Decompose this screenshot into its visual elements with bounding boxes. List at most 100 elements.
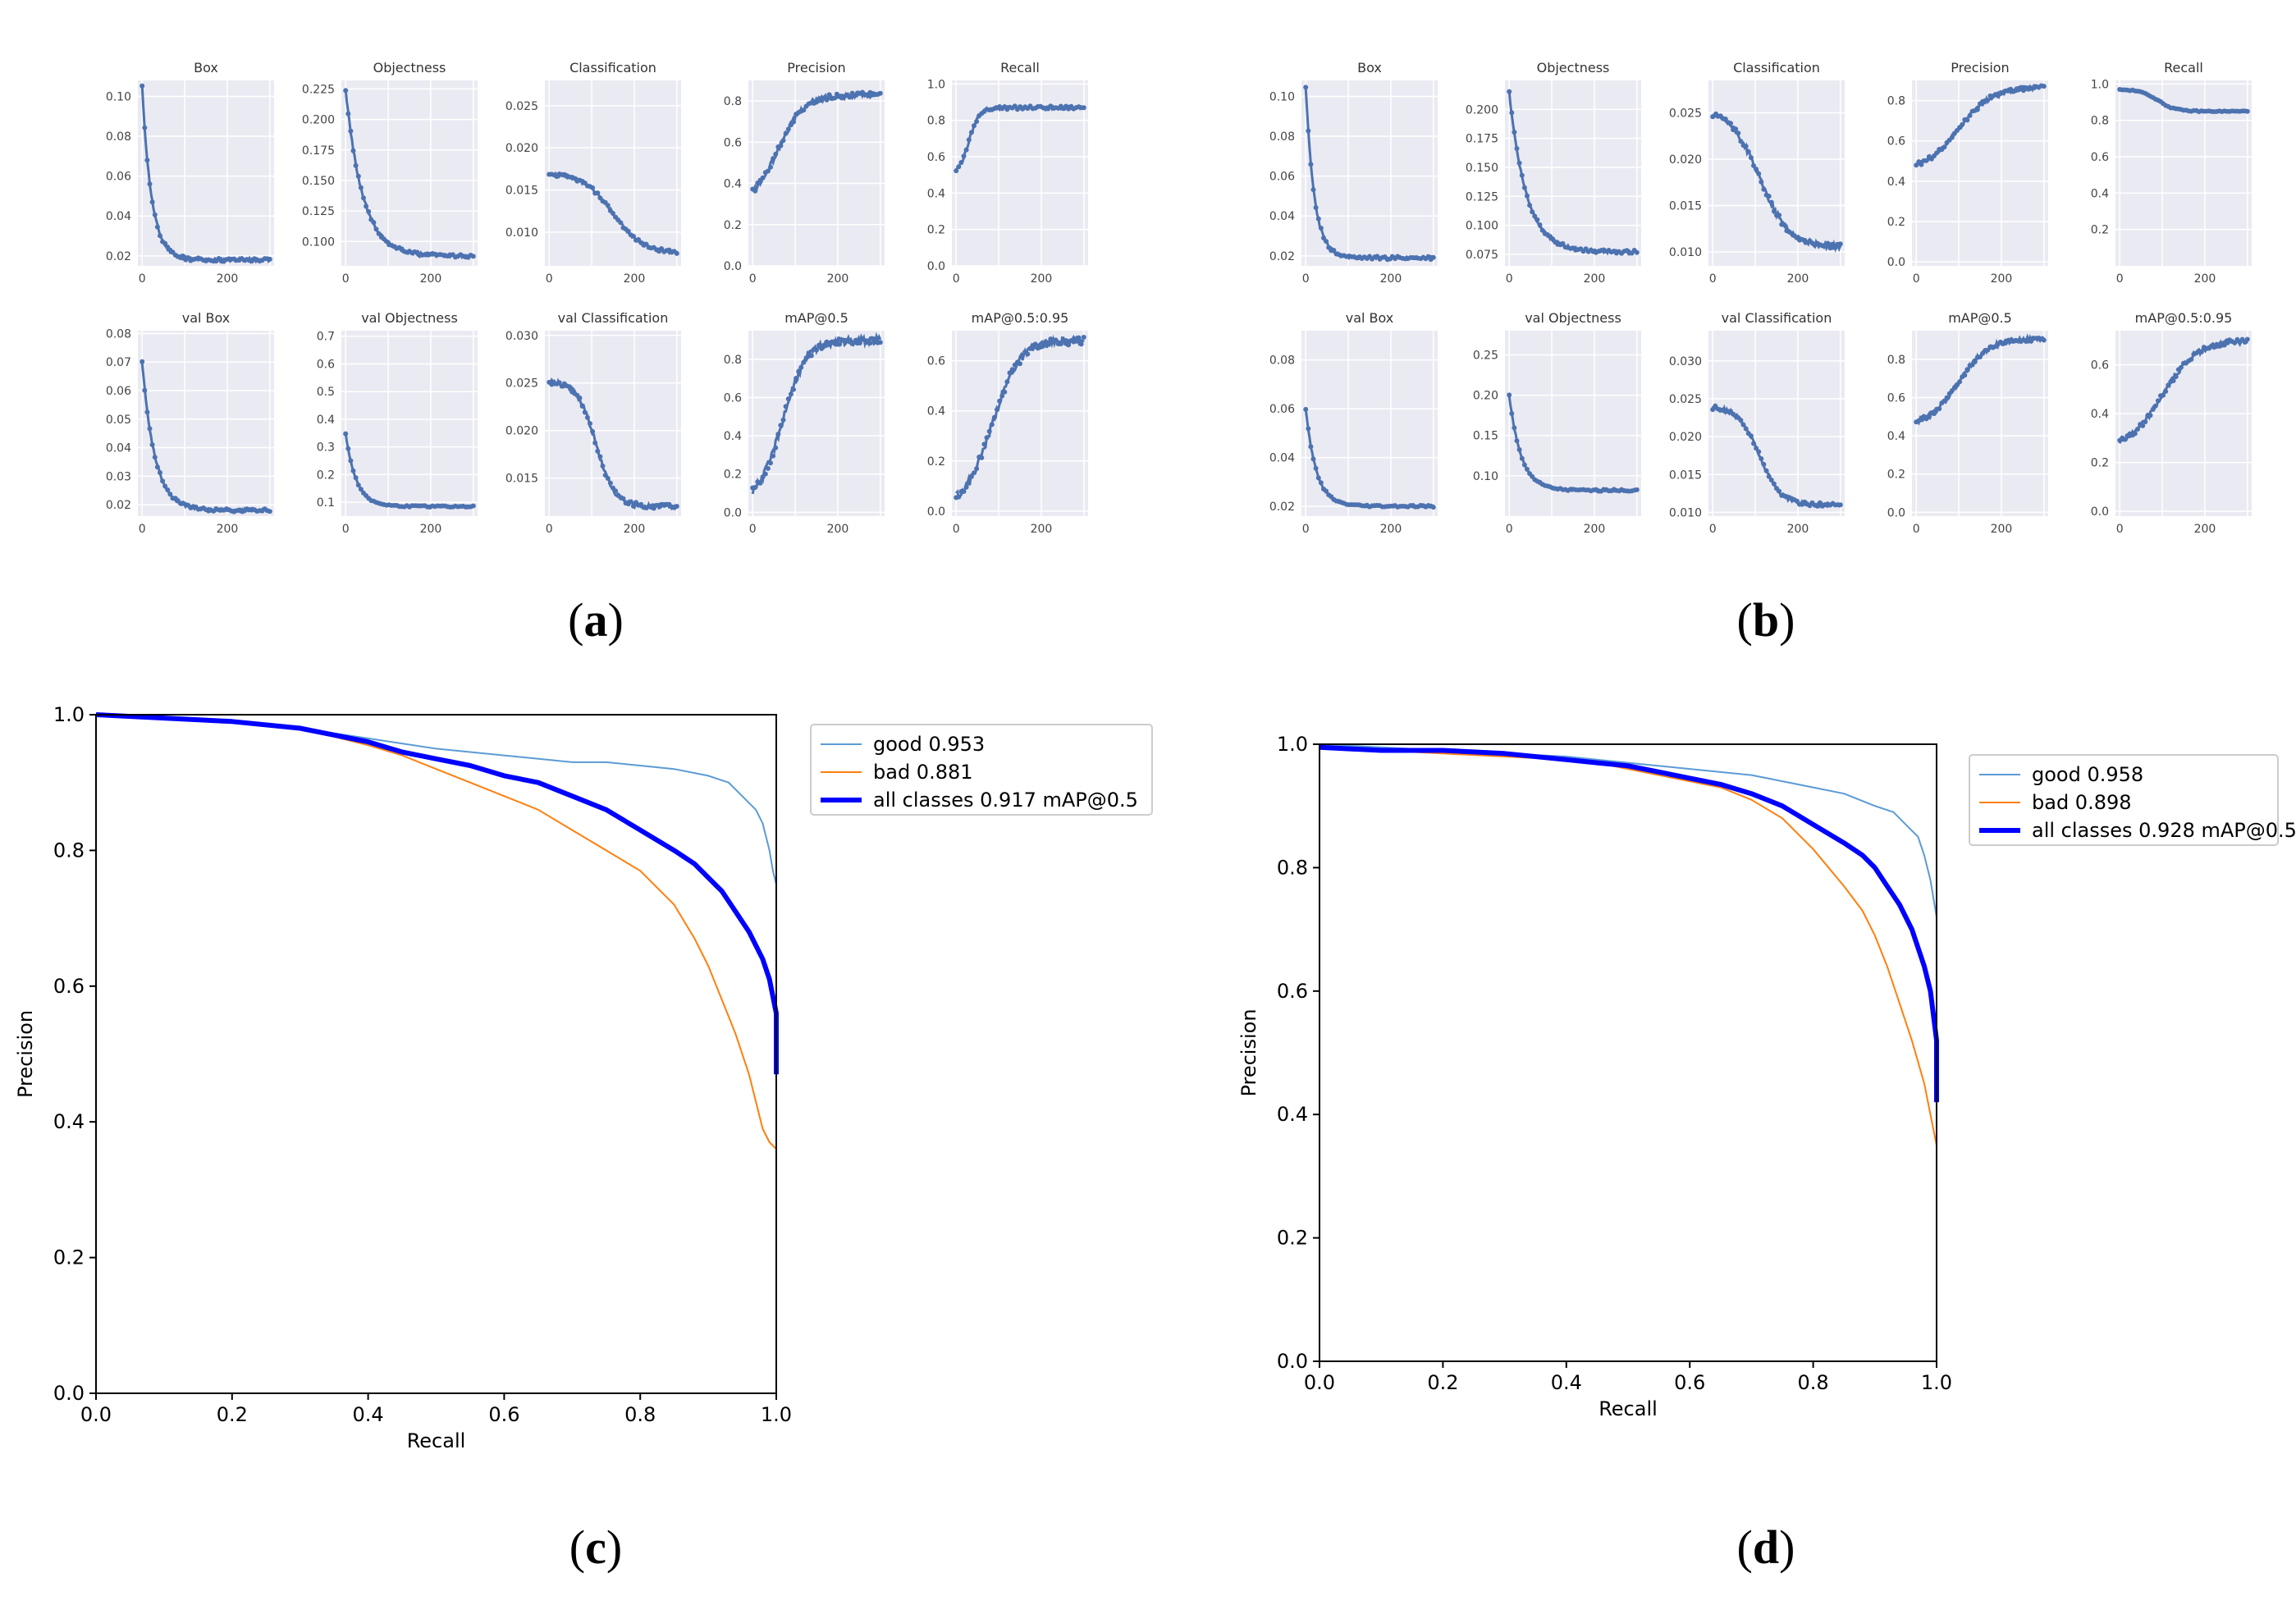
y-tick-label: 0.150 [302, 175, 335, 188]
x-tick-label: 200 [624, 523, 646, 536]
train-point [1308, 444, 1314, 450]
train-point [961, 153, 967, 159]
subplot-title: Precision [787, 60, 845, 75]
x-tick-label: 200 [420, 523, 442, 536]
y-tick-label: 1.0 [2091, 78, 2109, 91]
y-tick-label: 0.4 [724, 430, 742, 443]
train-point [1009, 367, 1015, 373]
y-tick-label: 0.07 [106, 356, 131, 369]
train-point [1985, 98, 1991, 103]
pr-series-2 [1319, 744, 1939, 1103]
train-point [1748, 433, 1754, 439]
train-point [999, 393, 1005, 399]
y-tick-label: 0.8 [724, 354, 742, 367]
train-point [794, 376, 799, 381]
panel-label-b: (b) [1736, 593, 1795, 647]
train-point [1733, 126, 1739, 132]
y-tick-label: 0.06 [106, 385, 131, 398]
subplot-title: Recall [1000, 60, 1040, 75]
train-point [2221, 342, 2227, 348]
subplot-b-7: 0 200 0.010 0.015 0.020 0.025 0.030 val Classif… [1669, 310, 1845, 536]
subplot-bg [1505, 80, 1641, 266]
train-point [819, 345, 825, 351]
train-point [160, 478, 166, 484]
train-point [2152, 403, 2158, 409]
legend-label: bad 0.881 [873, 761, 973, 784]
y-tick-label: 0.4 [53, 1110, 85, 1133]
train-point [816, 342, 822, 348]
subplot-bg [952, 80, 1088, 266]
subplot-title: Classification [569, 60, 656, 75]
y-tick-label: 0.02 [106, 250, 131, 263]
subplot-bg [748, 331, 885, 516]
train-point [1763, 468, 1769, 473]
train-point [1310, 187, 1316, 193]
train-point [2155, 398, 2161, 404]
y-tick-label: 0.2 [317, 469, 335, 482]
train-point [1303, 85, 1309, 90]
pr-legend: good 0.953 bad 0.881 all classes 0.917 mAP… [810, 724, 1153, 816]
train-point [348, 458, 354, 464]
train-point [780, 417, 786, 423]
train-point [592, 440, 598, 446]
train-point [1002, 389, 1008, 395]
legend-label: bad 0.898 [2032, 791, 2132, 814]
y-tick-label: 0.8 [724, 95, 742, 108]
panel-label-c: (c) [569, 1520, 623, 1574]
train-point [956, 164, 962, 170]
train-point [1306, 426, 1311, 432]
train-point [814, 347, 819, 353]
subplot-title: Box [194, 60, 218, 75]
y-tick-label: 0.0 [724, 260, 742, 273]
train-point [1634, 487, 1640, 492]
train-point [1507, 392, 1512, 398]
train-point [1942, 144, 1947, 150]
train-point [162, 483, 168, 489]
train-point [877, 90, 883, 96]
subplot-a-8: 0 200 0.0 0.2 0.4 0.6 0.8 mAP@0.5 [724, 310, 885, 536]
subplot-title: mAP@0.5 [784, 310, 848, 326]
train-point [1066, 342, 1072, 348]
train-point [2170, 378, 2176, 383]
train-point [1308, 162, 1314, 167]
train-point [783, 404, 789, 409]
train-point [963, 484, 969, 490]
train-point [1761, 461, 1767, 467]
subplot-title: mAP@0.5 [1948, 310, 2012, 326]
y-tick-label: 0.2 [927, 455, 945, 469]
subplot-a-9: 0 200 0.0 0.2 0.4 0.6 mAP@0.5:0.95 [927, 310, 1088, 536]
x-tick-label: 0 [1913, 272, 1920, 286]
y-tick-label: 0.2 [1887, 216, 1905, 229]
y-tick-label: 0.150 [1466, 162, 1498, 175]
y-tick-label: 0.020 [1669, 431, 1702, 444]
y-tick-label: 0.2 [927, 224, 945, 237]
x-tick-label: 0.6 [488, 1403, 519, 1426]
train-point [1756, 449, 1762, 455]
train-point [1960, 121, 1965, 127]
train-point [966, 480, 972, 486]
subplot-bg [1708, 331, 1845, 516]
train-point [1771, 481, 1777, 487]
train-point [1710, 407, 1716, 413]
train-point [1830, 241, 1836, 247]
subplot-a-5: 0 200 0.02 0.03 0.04 0.05 0.06 0.07 0.08 val Box [106, 310, 274, 536]
train-point [158, 233, 162, 239]
x-tick-label: 0 [546, 272, 553, 286]
y-tick-label: 0.25 [1473, 349, 1498, 362]
train-point [1738, 139, 1744, 144]
train-point [343, 431, 349, 437]
y-tick-label: 0.6 [2091, 151, 2109, 164]
x-tick-label: 0 [1506, 272, 1513, 286]
pr-series-0 [1319, 743, 1937, 991]
train-point [979, 455, 985, 460]
y-tick-label: 0.025 [505, 377, 538, 391]
y-tick-label: 0.020 [505, 142, 538, 155]
train-point [355, 173, 361, 179]
train-point [181, 254, 185, 258]
train-point [2041, 84, 2047, 89]
train-point [1073, 338, 1079, 344]
train-point [752, 485, 758, 490]
subplot-title: val Classification [558, 310, 669, 326]
y-tick-label: 0.100 [1466, 220, 1498, 233]
